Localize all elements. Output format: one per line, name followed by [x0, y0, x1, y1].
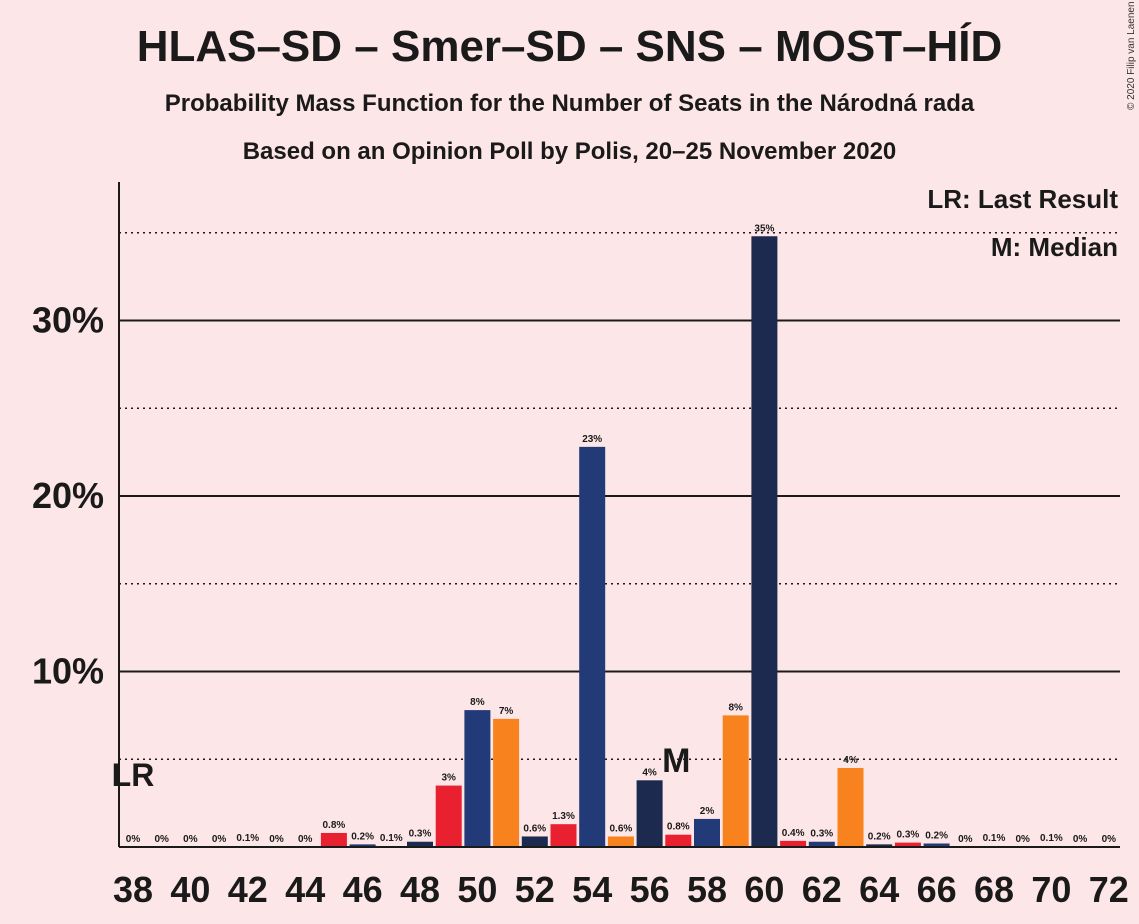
- data-label: 23%: [582, 434, 602, 445]
- bar-seat-54: [579, 446, 606, 847]
- bar-seat-49: [435, 785, 462, 847]
- bar-seat-45: [320, 832, 347, 847]
- bar-seat-51: [493, 718, 520, 847]
- bar-seat-64: [866, 844, 893, 847]
- x-tick-label: 42: [228, 869, 268, 910]
- x-tick-label: 40: [170, 869, 210, 910]
- data-label: 0.1%: [380, 833, 403, 844]
- x-tick-label: 58: [687, 869, 727, 910]
- bar-seat-60: [751, 236, 778, 847]
- median-marker: M: [662, 742, 690, 780]
- bar-seat-55: [607, 836, 634, 847]
- legend-last-result: LR: Last Result: [927, 184, 1118, 214]
- y-tick-label: 30%: [32, 300, 104, 341]
- data-label: 0%: [212, 834, 227, 845]
- x-tick-label: 44: [285, 869, 325, 910]
- data-label: 0%: [126, 834, 141, 845]
- data-label: 0.3%: [810, 829, 833, 840]
- data-label: 0.4%: [782, 828, 805, 839]
- bar-seat-46: [349, 844, 376, 847]
- x-tick-label: 66: [917, 869, 957, 910]
- bar-seat-52: [521, 836, 548, 847]
- chart-title: HLAS–SD – Smer–SD – SNS – MOST–HÍD: [136, 22, 1003, 71]
- y-tick-label: 10%: [32, 651, 104, 692]
- data-label: 0.2%: [868, 831, 891, 842]
- data-label: 0.1%: [983, 833, 1006, 844]
- data-label: 3%: [441, 773, 456, 784]
- data-label: 0.3%: [409, 829, 432, 840]
- data-label: 0.1%: [1040, 833, 1063, 844]
- x-tick-label: 56: [630, 869, 670, 910]
- data-label: 0%: [298, 834, 313, 845]
- data-label: 4%: [843, 755, 858, 766]
- chart-subtitle-source: Based on an Opinion Poll by Polis, 20–25…: [242, 138, 897, 165]
- data-label: 4%: [642, 767, 657, 778]
- bar-seat-66: [923, 843, 950, 847]
- data-label: 0%: [1102, 834, 1117, 845]
- bar-seat-56: [636, 780, 663, 847]
- data-label: 0.8%: [667, 822, 690, 833]
- bar-seat-63: [837, 768, 864, 847]
- bar-seat-65: [894, 842, 921, 847]
- data-label: 0.2%: [351, 831, 374, 842]
- data-label: 7%: [499, 706, 514, 717]
- x-tick-label: 70: [1031, 869, 1071, 910]
- last-result-marker: LR: [112, 757, 155, 793]
- bar-seat-50: [464, 710, 491, 847]
- x-tick-label: 54: [572, 869, 612, 910]
- x-tick-label: 50: [457, 869, 497, 910]
- bar-seat-59: [722, 715, 749, 847]
- bar-seat-53: [550, 824, 577, 847]
- x-tick-label: 46: [343, 869, 383, 910]
- x-tick-label: 72: [1089, 869, 1129, 910]
- data-label: 0%: [958, 834, 973, 845]
- data-label: 0.3%: [897, 830, 920, 841]
- data-label: 0%: [1073, 834, 1088, 845]
- x-tick-label: 52: [515, 869, 555, 910]
- bar-seat-62: [808, 841, 835, 847]
- data-label: 0%: [1015, 834, 1030, 845]
- legend-median: M: Median: [990, 232, 1118, 262]
- x-tick-label: 60: [744, 869, 784, 910]
- x-tick-label: 68: [974, 869, 1014, 910]
- bar-seat-58: [694, 818, 720, 847]
- bar-seat-57: [665, 834, 692, 847]
- bar-seat-48: [407, 841, 433, 847]
- data-label: 1.3%: [552, 811, 575, 822]
- data-label: 0.6%: [610, 823, 633, 834]
- bar-seat-61: [780, 840, 807, 847]
- y-tick-label: 20%: [32, 475, 104, 516]
- data-label: 8%: [728, 702, 743, 713]
- data-label: 0.2%: [925, 830, 948, 841]
- chart-subtitle: Probability Mass Function for the Number…: [164, 90, 975, 117]
- data-label: 2%: [700, 806, 715, 817]
- data-label: 8%: [470, 697, 485, 708]
- data-label: 0.1%: [236, 833, 259, 844]
- data-label: 0%: [154, 834, 169, 845]
- data-label: 0%: [183, 834, 198, 845]
- data-label: 0.6%: [523, 823, 546, 834]
- x-tick-label: 48: [400, 869, 440, 910]
- x-tick-label: 64: [859, 869, 899, 910]
- x-tick-label: 62: [802, 869, 842, 910]
- x-tick-label: 38: [113, 869, 153, 910]
- data-label: 0%: [269, 834, 284, 845]
- data-label: 0.8%: [323, 820, 346, 831]
- data-label: 35%: [754, 223, 774, 234]
